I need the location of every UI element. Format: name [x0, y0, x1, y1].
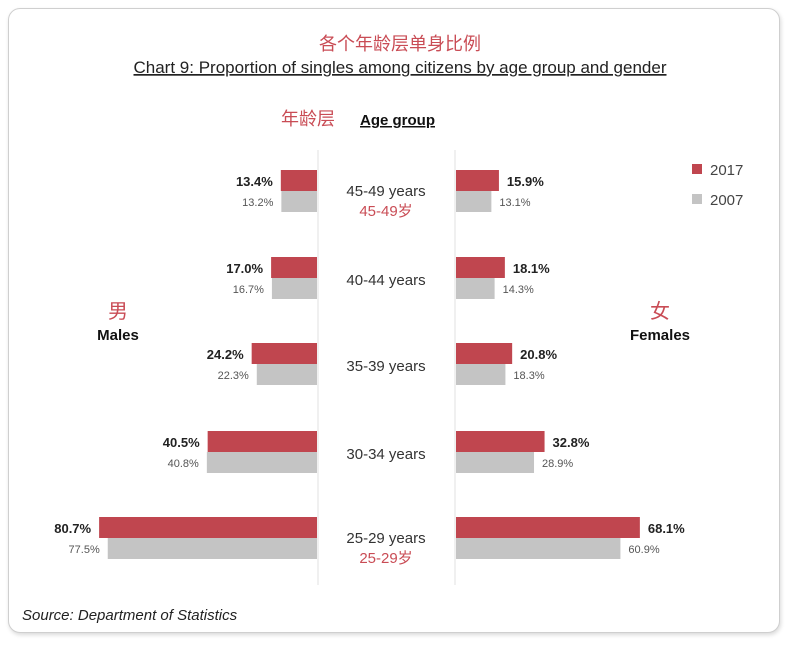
label-females-2017: 15.9% — [507, 174, 544, 189]
label-females-2017: 68.1% — [648, 521, 685, 536]
chart-title: Chart 9: Proportion of singles among cit… — [134, 58, 667, 77]
bar-males-2007 — [281, 191, 317, 212]
category-label: 25-29 years — [346, 530, 425, 547]
legend-swatch-2017 — [692, 164, 702, 174]
bar-males-2007 — [256, 364, 317, 385]
label-females-2007: 14.3% — [503, 284, 534, 296]
label-males-2007: 16.7% — [233, 284, 264, 296]
label-males-2007: 77.5% — [69, 544, 100, 556]
females-label: Females — [630, 327, 690, 344]
legend-label-2017: 2017 — [710, 162, 743, 179]
category-label: 30-34 years — [346, 446, 425, 463]
bar-females-2017 — [456, 170, 499, 191]
category-label-zh: 25-29岁 — [359, 550, 412, 567]
label-females-2007: 60.9% — [628, 544, 659, 556]
chart-title-zh: 各个年龄层单身比例 — [319, 34, 481, 54]
bar-females-2007 — [456, 452, 535, 473]
label-females-2007: 13.1% — [499, 197, 530, 209]
category-label: 45-49 years — [346, 183, 425, 200]
label-females-2017: 20.8% — [520, 347, 557, 362]
bar-females-2007 — [456, 538, 621, 559]
bar-females-2017 — [456, 257, 505, 278]
label-females-2017: 32.8% — [553, 435, 590, 450]
category-label: 40-44 years — [346, 272, 425, 289]
label-males-2017: 80.7% — [54, 521, 91, 536]
label-males-2017: 40.5% — [163, 435, 200, 450]
label-males-2007: 13.2% — [242, 197, 273, 209]
bar-females-2017 — [456, 517, 640, 538]
label-males-2017: 13.4% — [236, 174, 273, 189]
bar-females-2017 — [456, 343, 513, 364]
label-females-2007: 28.9% — [542, 458, 573, 470]
label-males-2017: 24.2% — [207, 347, 244, 362]
age-group-header: Age group — [360, 112, 435, 129]
label-males-2007: 40.8% — [168, 458, 199, 470]
age-group-header-zh: 年龄层 — [281, 109, 335, 129]
bar-females-2007 — [456, 278, 495, 299]
chart-marks: 13.4% 13.2% 15.9% 13.1% 45-49 years 45-49岁 17.… — [54, 170, 685, 567]
category-label-zh: 45-49岁 — [359, 203, 412, 220]
category-label: 35-39 years — [346, 358, 425, 375]
males-label-zh: 男 — [108, 301, 128, 323]
label-males-2007: 22.3% — [218, 370, 249, 382]
bar-males-2017 — [280, 170, 317, 191]
bar-males-2007 — [206, 452, 317, 473]
source-note: Source: Department of Statistics — [22, 607, 238, 624]
bar-females-2007 — [456, 364, 506, 385]
label-females-2007: 18.3% — [513, 370, 544, 382]
bar-males-2007 — [107, 538, 317, 559]
legend-swatch-2007 — [692, 194, 702, 204]
label-males-2017: 17.0% — [226, 261, 263, 276]
females-label-zh: 女 — [650, 300, 670, 323]
label-females-2017: 18.1% — [513, 261, 550, 276]
legend-label-2007: 2007 — [710, 192, 743, 209]
bar-females-2007 — [456, 191, 492, 212]
bar-males-2017 — [99, 517, 317, 538]
males-label: Males — [97, 327, 139, 344]
bar-males-2017 — [207, 431, 317, 452]
bar-females-2017 — [456, 431, 545, 452]
bar-males-2017 — [271, 257, 317, 278]
bar-males-2007 — [271, 278, 317, 299]
bar-males-2017 — [251, 343, 317, 364]
